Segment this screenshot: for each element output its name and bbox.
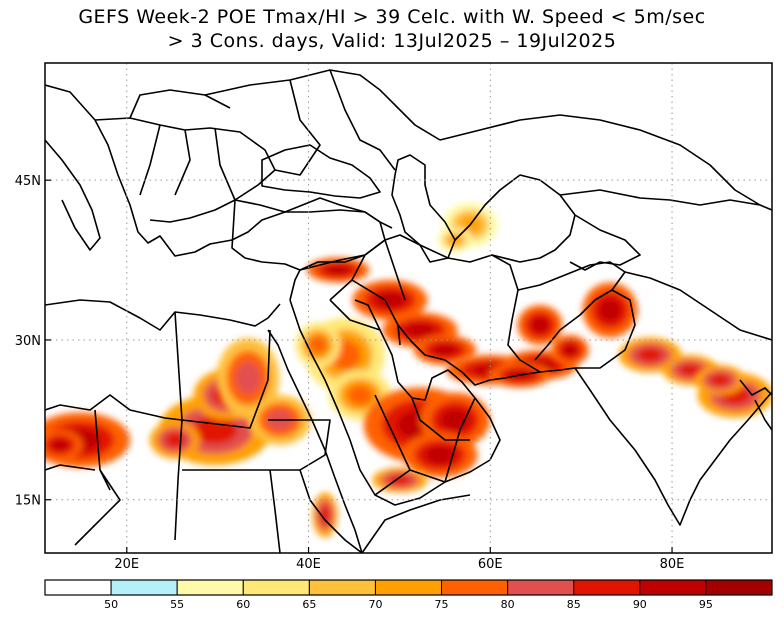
lat-tick-label: 45N xyxy=(15,174,41,189)
arabia-outline xyxy=(289,299,501,506)
heat-core xyxy=(531,317,549,333)
ukraine-russia-boundaries xyxy=(204,69,441,176)
axis-ticks: 20E 40E 60E 80E 45N 30N 15N xyxy=(15,174,685,572)
lon-tick-label: 20E xyxy=(114,557,139,572)
colorbar-bin xyxy=(44,579,112,596)
colorbar-label: 70 xyxy=(368,598,382,611)
libya-egypt-borders xyxy=(174,311,331,541)
colorbar-bin xyxy=(441,579,509,596)
country-boundaries xyxy=(45,69,772,553)
heat-core xyxy=(599,299,621,321)
heat-core xyxy=(405,323,435,337)
heat-region xyxy=(517,282,638,365)
arabia-internal-borders xyxy=(329,299,476,496)
probability-field xyxy=(45,202,772,538)
black-sea-coast xyxy=(261,144,381,199)
heat-core xyxy=(375,292,405,308)
chart-title-line2: > 3 Cons. days, Valid: 13Jul2025 – 19Jul… xyxy=(167,30,617,52)
central-asia-borders xyxy=(439,114,772,271)
colorbar-label: 95 xyxy=(699,598,713,611)
heat-core xyxy=(679,364,701,376)
colorbar-label: 80 xyxy=(501,598,515,611)
europe-coastline xyxy=(45,84,393,257)
heat-region xyxy=(306,257,477,365)
india-outline xyxy=(574,271,772,526)
colorbar-bin xyxy=(705,579,773,596)
heat-region xyxy=(216,338,312,445)
heat-core xyxy=(165,432,185,448)
lon-tick-label: 80E xyxy=(660,557,685,572)
colorbar-label: 50 xyxy=(104,598,118,611)
colorbar-bin xyxy=(110,579,178,596)
colorbar-bin xyxy=(639,579,707,596)
heat-core xyxy=(432,344,458,356)
map-frame xyxy=(44,62,773,554)
lon-tick-label: 40E xyxy=(296,557,321,572)
gulf-of-aden-coast xyxy=(361,494,471,553)
colorbar-bin xyxy=(374,579,443,596)
lat-lon-grid xyxy=(45,63,772,553)
colorbar-label: 60 xyxy=(236,598,250,611)
heat-core xyxy=(320,506,330,524)
heat-core xyxy=(562,344,578,356)
bangladesh-borders xyxy=(739,379,772,431)
heat-region xyxy=(695,365,772,418)
lat-tick-label: 15N xyxy=(15,494,41,509)
colorbar-label: 65 xyxy=(302,598,316,611)
colorbar-label: 75 xyxy=(435,598,449,611)
heat-core xyxy=(325,265,351,275)
colorbar-bin xyxy=(507,579,575,596)
colorbar-bin xyxy=(308,579,376,596)
afghanistan-pakistan-borders xyxy=(517,261,636,369)
colorbar-label: 85 xyxy=(567,598,581,611)
levant-iraq-borders xyxy=(289,239,406,346)
heat-region xyxy=(295,317,392,420)
heat-core xyxy=(710,374,730,386)
italy-outline xyxy=(45,139,101,251)
heat-core xyxy=(235,362,261,394)
lon-tick-label: 60E xyxy=(478,557,503,572)
heat-core xyxy=(309,336,327,354)
colorbar-bin xyxy=(242,579,310,596)
heat-core xyxy=(347,385,373,405)
balkans-boundaries xyxy=(94,89,276,223)
iran-borders xyxy=(384,234,541,373)
heat-core xyxy=(637,348,663,362)
heat-core xyxy=(51,439,69,451)
colorbar-label: 90 xyxy=(633,598,647,611)
persian-gulf-coast xyxy=(397,324,576,386)
colorbar-bin xyxy=(573,579,641,596)
colorbar-frame xyxy=(44,579,773,596)
heat-core xyxy=(425,446,455,464)
sahel-borders xyxy=(45,394,183,546)
colorbar-label: 55 xyxy=(170,598,184,611)
colorbar: 50 55 60 65 70 75 80 85 90 95 xyxy=(44,579,773,611)
heat-core xyxy=(389,475,411,485)
lat-tick-label: 30N xyxy=(15,334,41,349)
chart-title-line1: GEFS Week-2 POE Tmax/HI > 39 Celc. with … xyxy=(78,6,706,28)
red-sea-west-coast xyxy=(267,329,363,553)
horn-of-africa-borders xyxy=(269,469,363,553)
colorbar-bin xyxy=(176,579,244,596)
